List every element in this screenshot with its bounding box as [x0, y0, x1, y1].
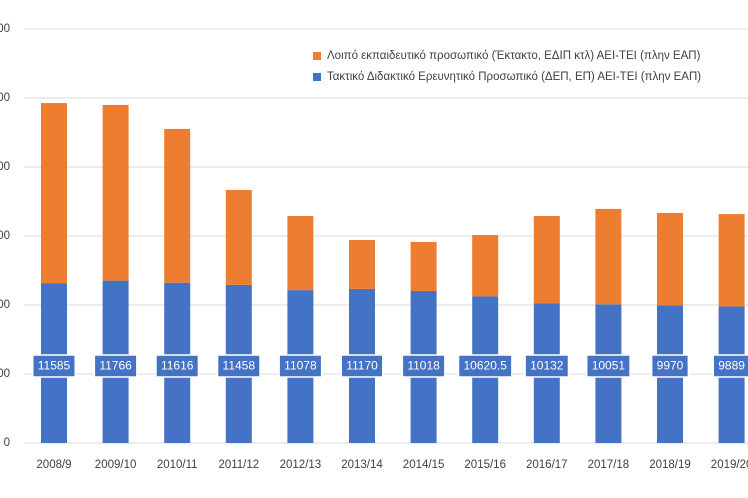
y-tick-label: 30000 — [0, 23, 10, 35]
bar-segment — [287, 216, 314, 291]
x-tick-label: 2013/14 — [341, 459, 383, 471]
bar-segment — [41, 103, 67, 284]
legend-swatch — [313, 73, 321, 81]
data-label-box — [524, 354, 570, 378]
data-label-text: 11458 — [223, 359, 256, 373]
legend-swatch — [313, 52, 321, 60]
x-tick-label: 2008/9 — [36, 459, 71, 471]
x-tick-label: 2009/10 — [95, 459, 137, 471]
data-label: 9889 — [712, 354, 748, 378]
data-label-text: 11585 — [38, 359, 71, 373]
legend-label: Λοιπό εκπαιδευτικό προσωπικό (Έκτακτο, Ε… — [327, 50, 701, 62]
data-label-text: 11018 — [407, 359, 440, 373]
data-label-text: 11170 — [346, 359, 378, 373]
data-label-text: 10620.5 — [464, 359, 508, 373]
data-label-text: 9970 — [657, 359, 684, 373]
data-label: 11585 — [32, 354, 76, 378]
data-label-box — [216, 354, 261, 378]
data-label-box — [401, 354, 446, 378]
data-label-box — [457, 354, 513, 378]
bar-segment — [657, 212, 683, 306]
bar-segment — [102, 104, 129, 281]
data-label-text: 11766 — [99, 359, 132, 373]
bar-segment — [472, 235, 499, 297]
y-tick-label: 10000 — [0, 299, 10, 311]
data-label-box — [712, 354, 748, 378]
data-label-text: 10051 — [592, 359, 626, 373]
bar-segment — [533, 215, 560, 304]
data-label-box — [93, 354, 138, 378]
y-tick-label: 25000 — [0, 92, 10, 104]
x-tick-label: 2015/16 — [464, 459, 506, 471]
x-tick-label: 2010/11 — [157, 459, 198, 471]
data-label-box — [585, 354, 631, 378]
y-tick-label: 0 — [4, 437, 10, 449]
bar-segment — [225, 189, 252, 285]
data-label: 11458 — [216, 354, 261, 378]
bar-segment — [718, 214, 745, 307]
data-label-box — [278, 354, 323, 378]
bar-segment — [410, 241, 437, 291]
bar-segment — [164, 128, 191, 283]
data-label: 11766 — [93, 354, 138, 378]
bar-segment — [595, 208, 622, 305]
data-label-box — [340, 354, 384, 378]
data-label: 9970 — [650, 354, 690, 378]
data-label-text: 9889 — [718, 359, 745, 373]
data-label: 11018 — [401, 354, 446, 378]
data-label-text: 11616 — [161, 359, 194, 373]
x-tick-label: 2011/12 — [218, 459, 259, 471]
x-tick-label: 2016/17 — [526, 459, 568, 471]
data-label-box — [155, 354, 200, 378]
legend-label: Τακτικό Διδακτικό Ερευνητικό Προσωπικό (… — [327, 71, 701, 83]
data-label: 10132 — [524, 354, 570, 378]
y-tick-label: 5000 — [0, 368, 10, 380]
data-label-text: 11078 — [284, 359, 317, 373]
y-tick-label: 15000 — [0, 230, 10, 242]
data-label: 11170 — [340, 354, 384, 378]
data-label: 10620.5 — [457, 354, 513, 378]
data-label-box — [650, 354, 690, 378]
bar-segment — [349, 240, 375, 289]
x-tick-label: 2018/19 — [649, 459, 691, 471]
x-tick-label: 2019/20 — [711, 459, 748, 471]
data-label: 10051 — [585, 354, 631, 378]
data-label-box — [32, 354, 76, 378]
data-label: 11078 — [278, 354, 323, 378]
data-label: 11616 — [155, 354, 200, 378]
x-tick-label: 2017/18 — [588, 459, 630, 471]
x-tick-label: 2014/15 — [403, 459, 445, 471]
y-tick-label: 20000 — [0, 161, 10, 173]
x-tick-label: 2012/13 — [280, 459, 322, 471]
data-label-text: 10132 — [530, 359, 564, 373]
